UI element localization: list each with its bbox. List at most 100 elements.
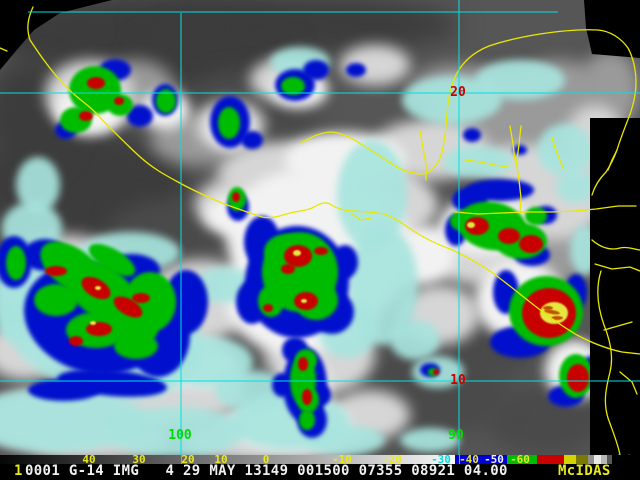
green-enhancement <box>218 107 240 139</box>
blue-enhancement <box>241 131 263 149</box>
blue-enhancement <box>346 63 366 77</box>
pale-cyan-enhancement <box>16 157 60 213</box>
colorbar-tick-label: 20 <box>181 453 195 466</box>
red-enhancement <box>113 296 143 318</box>
red-enhancement <box>45 266 67 276</box>
colorbar-segment <box>588 455 594 464</box>
satellite-image-display[interactable]: 20 10 100 90 <box>0 0 640 455</box>
red-enhancement <box>284 245 312 267</box>
blue-enhancement <box>303 60 329 80</box>
red-enhancement <box>314 247 328 255</box>
pale-cyan-enhancement <box>215 370 285 410</box>
goes14-ir-satellite-image[interactable]: 20 10 100 90 <box>0 0 640 455</box>
coastline-border-overlay <box>516 125 522 161</box>
latitude-label: 20 <box>450 85 466 100</box>
pale-cyan-enhancement <box>475 60 565 100</box>
colorbar-segment <box>612 455 640 464</box>
red-enhancement <box>433 369 439 375</box>
green-enhancement <box>281 77 305 95</box>
coastline-border-overlay <box>509 125 516 161</box>
pale-cyan-enhancement <box>390 320 440 360</box>
colorbar-tick-label: 10 <box>214 453 228 466</box>
no-data-region <box>584 0 640 58</box>
green-enhancement <box>34 284 78 316</box>
yellow-enhancement <box>90 321 96 325</box>
red-enhancement <box>87 77 105 89</box>
blue-enhancement <box>466 179 534 201</box>
coastline-border-overlay <box>300 29 637 196</box>
blue-enhancement <box>236 280 268 324</box>
green-enhancement <box>258 285 284 317</box>
coastline-border-overlay <box>464 159 509 168</box>
red-enhancement <box>232 192 240 202</box>
orange-core-detail <box>544 309 560 315</box>
longitude-label: 90 <box>448 428 464 443</box>
pale-cyan-enhancement <box>305 425 385 455</box>
colorbar-segment <box>601 455 607 464</box>
coastline-border-overlay <box>27 6 640 355</box>
red-enhancement <box>263 304 273 312</box>
colorbar-segment <box>594 455 601 464</box>
coastline-border-overlay <box>603 321 633 331</box>
blue-enhancement <box>513 145 527 155</box>
coastline-border-overlay <box>597 270 621 455</box>
colorbar-tick-label: -20 <box>382 453 402 466</box>
coastline-border-overlay <box>551 137 564 169</box>
coastline-border-overlay <box>351 213 372 221</box>
yellow-enhancement <box>95 286 101 290</box>
colorbar-tick-label: -30 <box>431 453 451 466</box>
red-enhancement <box>69 336 83 346</box>
image-info-text: 0001 G-14 IMG 4 29 MAY 13149 001500 0735… <box>25 463 508 479</box>
coastline-border-overlay <box>594 263 640 272</box>
coastline-border-overlay <box>591 239 640 251</box>
red-enhancement <box>86 322 112 336</box>
red-enhancement <box>302 389 312 405</box>
colorbar-grid-tick <box>459 455 460 464</box>
red-enhancement <box>298 357 308 371</box>
frame-number: 1 <box>14 463 23 479</box>
no-data-region <box>590 118 640 455</box>
colorbar-segment <box>564 455 576 464</box>
yellow-enhancement <box>301 299 307 303</box>
colorbar-segment <box>537 455 564 464</box>
yellow-enhancement <box>293 250 301 256</box>
blue-enhancement <box>332 245 358 279</box>
no-data-region <box>0 0 112 70</box>
coastline-border-overlay <box>515 159 522 213</box>
green-enhancement <box>6 246 26 280</box>
green-enhancement <box>107 94 133 116</box>
pale-cyan-enhancement <box>105 407 245 455</box>
colorbar-segment <box>607 455 612 464</box>
colorbar-segment <box>455 455 507 464</box>
colorbar-segment <box>576 455 588 464</box>
blue-enhancement <box>164 270 208 334</box>
colorbar-segment <box>507 455 537 464</box>
green-enhancement <box>299 410 315 430</box>
colorbar-tick-label: 30 <box>132 453 146 466</box>
colorbar-tick-label: -40 <box>459 453 479 466</box>
pale-cyan-enhancement <box>402 76 502 124</box>
colorbar-grid-tick <box>181 455 182 464</box>
colorbar-tick-label: -60 <box>510 453 530 466</box>
pale-cyan-enhancement <box>537 124 593 176</box>
latitude-label: 10 <box>450 373 466 388</box>
red-enhancement <box>79 111 93 121</box>
orange-core-detail <box>551 316 563 320</box>
red-enhancement <box>519 235 543 253</box>
orange-core-detail <box>543 306 553 310</box>
red-enhancement <box>132 293 150 303</box>
colorbar-segment <box>0 455 455 464</box>
blue-enhancement <box>272 373 292 397</box>
longitude-label: 100 <box>168 428 192 443</box>
pale-cyan-enhancement <box>556 171 596 203</box>
pale-cyan-enhancement <box>400 428 460 452</box>
pale-cyan-enhancement <box>337 140 407 250</box>
green-enhancement <box>88 243 136 277</box>
coastline-border-overlay <box>0 47 8 52</box>
green-enhancement <box>114 333 158 359</box>
colorbar-tick-label: -10 <box>332 453 352 466</box>
green-enhancement <box>525 207 547 225</box>
mcidas-brand-label: McIDAS <box>558 463 611 479</box>
